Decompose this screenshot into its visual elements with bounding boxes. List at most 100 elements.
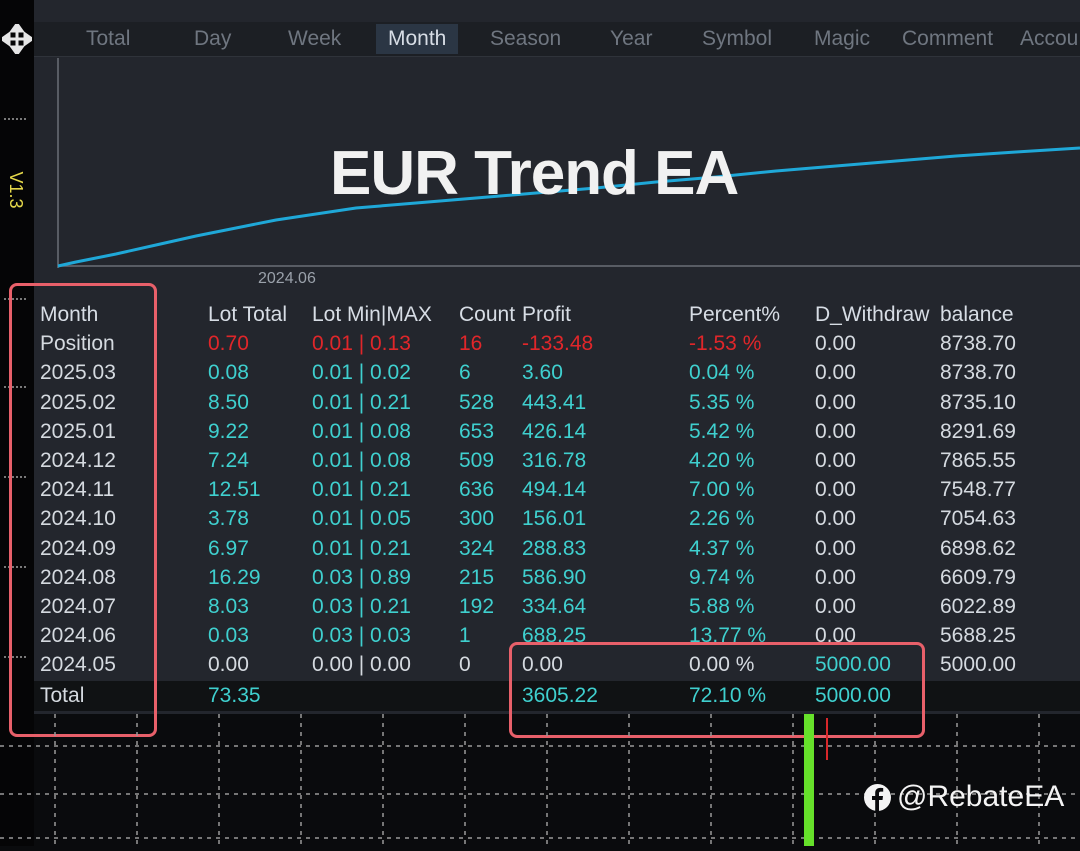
deposit-percent: 0.00 % [689, 653, 755, 677]
cell-month: 2025.03 [40, 361, 116, 385]
volume-bar [804, 714, 814, 846]
cell-balance: 8735.10 [940, 390, 1016, 414]
total-lot: 73.35 [208, 684, 261, 708]
chart-left-strip: V1.3 [0, 0, 34, 846]
tab-week[interactable]: Week [288, 27, 342, 50]
axis-tick [4, 566, 26, 568]
version-label: V1.3 [6, 171, 26, 209]
cell-percent: 5.42 % [689, 419, 755, 443]
cell-profit: 156.01 [522, 507, 587, 531]
cell-count: 653 [459, 419, 495, 443]
cell-balance: 7054.63 [940, 507, 1016, 531]
tab-year[interactable]: Year [610, 27, 653, 50]
axis-tick [4, 298, 26, 300]
cell-lot-total: 8.03 [208, 594, 249, 618]
cell-balance: 6609.79 [940, 565, 1016, 589]
cell-lot-total: 12.51 [208, 478, 261, 502]
table-row: 2024.09 6.97 0.01 | 0.21 324 288.83 4.37 % 0.0… [34, 534, 1080, 563]
cell-month: 2024.07 [40, 594, 116, 618]
facebook-icon [864, 783, 891, 811]
header-withdraw: D_Withdraw [815, 303, 930, 326]
brand-tag: @RebateEA [864, 779, 1064, 815]
deposit-row: 2024.05 0.00 0.00 | 0.00 0 0.00 0.00 % 5… [34, 650, 1080, 679]
cell-profit: 426.14 [522, 419, 587, 443]
cell-profit: 334.64 [522, 594, 587, 618]
cell-lot-min-max: 0.03 | 0.21 [312, 594, 411, 618]
cell-lot-total: 7.24 [208, 448, 249, 472]
cell-lot-total: 9.22 [208, 419, 249, 443]
deposit-profit: 0.00 [522, 653, 563, 677]
cell-withdraw: 0.00 [815, 390, 856, 414]
tab-magic[interactable]: Magic [814, 27, 871, 50]
cell-balance: 6898.62 [940, 536, 1016, 560]
total-withdraw: 5000.00 [815, 684, 891, 708]
brand-handle: @RebateEA [897, 780, 1065, 813]
deposit-count: 0 [459, 653, 471, 677]
highlight-box-totals [509, 642, 925, 738]
table-row: 2024.11 12.51 0.01 | 0.21 636 494.14 7.00 % 0.… [34, 475, 1080, 504]
deposit-month: 2024.05 [40, 653, 116, 677]
table-row: 2024.08 16.29 0.03 | 0.89 215 586.90 9.74 % 0.… [34, 563, 1080, 592]
cell-withdraw: 0.00 [815, 361, 856, 385]
cell-lot-min-max: 0.01 | 0.08 [312, 419, 411, 443]
header-count: Count [459, 303, 516, 326]
header-lot-min-max: Lot Min|MAX [312, 303, 432, 326]
cell-count: 528 [459, 390, 495, 414]
tab-comment[interactable]: Comment [902, 27, 994, 50]
position-lot-total: 0.70 [208, 332, 249, 356]
cell-lot-min-max: 0.01 | 0.21 [312, 478, 411, 502]
cell-withdraw: 0.00 [815, 448, 856, 472]
cell-balance: 7548.77 [940, 478, 1016, 502]
cell-count: 300 [459, 507, 495, 531]
cell-balance: 6022.89 [940, 594, 1016, 618]
cell-month: 2025.02 [40, 390, 116, 414]
cell-lot-min-max: 0.01 | 0.08 [312, 448, 411, 472]
report-panel: Total Day Week Month Season Year Symbol Magic Co… [34, 0, 1080, 714]
tab-month[interactable]: Month [376, 24, 459, 54]
deposit-balance: 5000.00 [940, 653, 1016, 677]
cell-profit: 586.90 [522, 565, 587, 589]
table-row: 2024.07 8.03 0.03 | 0.21 192 334.64 5.88 % 0.0… [34, 592, 1080, 621]
tab-total[interactable]: Total [86, 27, 131, 50]
cell-profit: 443.41 [522, 390, 587, 414]
cell-percent: 2.26 % [689, 507, 755, 531]
deposit-lot-total: 0.00 [208, 653, 249, 677]
total-label: Total [40, 684, 85, 708]
equity-chart [56, 58, 1080, 272]
tab-accou[interactable]: Accou [1020, 27, 1079, 50]
position-profit: -133.48 [522, 332, 594, 356]
cell-lot-min-max: 0.01 | 0.05 [312, 507, 411, 531]
table-header-row: Month Lot Total Lot Min|MAX Count Profit… [34, 300, 1080, 329]
cell-withdraw: 0.00 [815, 419, 856, 443]
month-rows: 2025.03 0.08 0.01 | 0.02 6 3.60 0.04 % 0.00 873… [34, 358, 1080, 650]
position-balance: 8738.70 [940, 332, 1016, 356]
cell-month: 2024.11 [40, 478, 115, 502]
axis-tick [4, 656, 26, 658]
cell-withdraw: 0.00 [815, 594, 856, 618]
chart-date-label: 2024.06 [258, 270, 316, 287]
cell-percent: 4.20 % [689, 448, 755, 472]
header-lot-total: Lot Total [208, 303, 288, 326]
cell-profit: 688.25 [522, 624, 587, 648]
total-profit: 3605.22 [522, 684, 598, 708]
cell-lot-min-max: 0.01 | 0.21 [312, 536, 411, 560]
ea-title-watermark: EUR Trend EA [330, 139, 739, 208]
axis-tick [4, 386, 26, 388]
table-row: 2025.01 9.22 0.01 | 0.08 653 426.14 5.42 % 0.0… [34, 417, 1080, 446]
tab-season[interactable]: Season [490, 27, 562, 50]
equity-curve-line [57, 146, 1080, 268]
tab-symbol[interactable]: Symbol [702, 27, 773, 50]
header-balance: balance [940, 303, 1014, 326]
cell-lot-total: 16.29 [208, 565, 261, 589]
tab-day[interactable]: Day [194, 27, 232, 50]
cell-withdraw: 0.00 [815, 624, 856, 648]
cell-percent: 4.37 % [689, 536, 755, 560]
table-row: 2024.10 3.78 0.01 | 0.05 300 156.01 2.26 % 0.0… [34, 504, 1080, 533]
cell-withdraw: 0.00 [815, 478, 856, 502]
position-lot-min-max: 0.01 | 0.13 [312, 332, 411, 356]
move-icon[interactable] [2, 24, 32, 54]
bottom-chart-grid [0, 714, 1080, 846]
monthly-report-table: Month Lot Total Lot Min|MAX Count Profit… [34, 300, 1080, 711]
header-profit: Profit [522, 303, 572, 326]
cell-balance: 8738.70 [940, 361, 1016, 385]
